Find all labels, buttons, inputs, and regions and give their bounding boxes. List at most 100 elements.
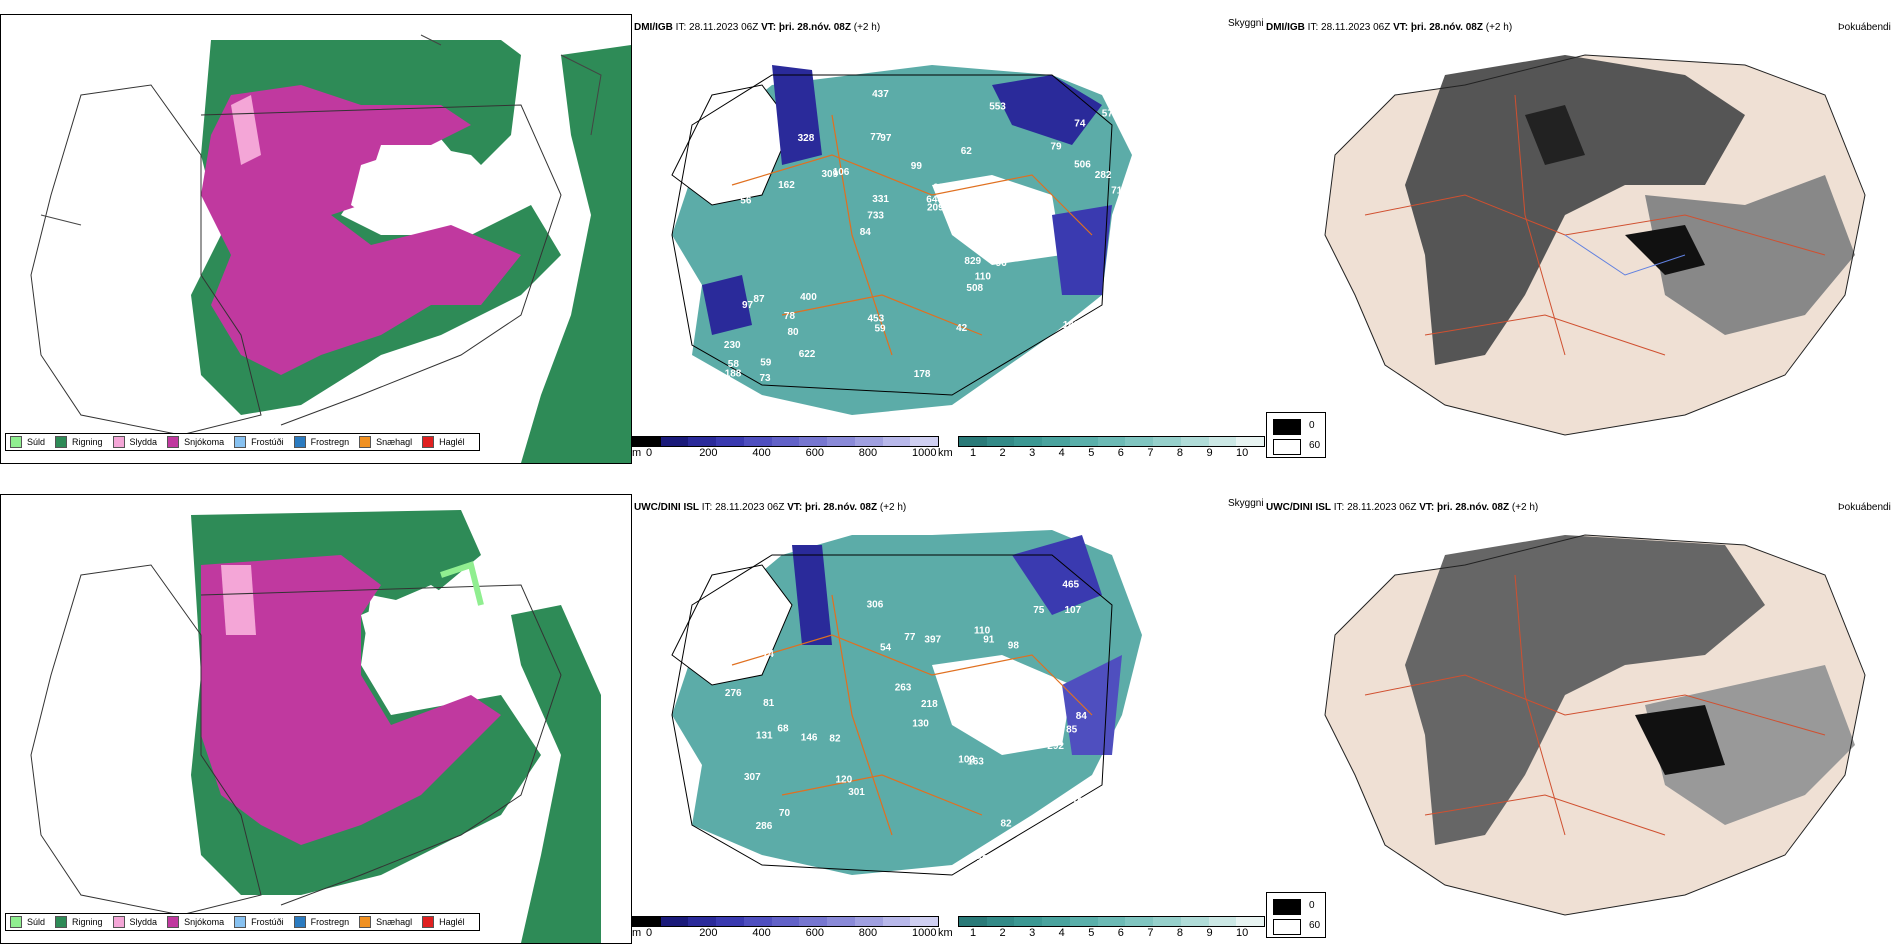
precip-legend: Súld Rigning Slydda Snjókoma Frostúði Fr… bbox=[5, 913, 480, 931]
visibility-value: 331 bbox=[872, 194, 889, 205]
visibility-value: 120 bbox=[836, 774, 853, 785]
visibility-value: 328 bbox=[798, 133, 815, 144]
legend-swatch bbox=[234, 916, 247, 928]
visibility-value: 96 bbox=[996, 258, 1008, 269]
visibility-value: 131 bbox=[756, 731, 773, 742]
visibility-value: 84 bbox=[1076, 711, 1088, 722]
visibility-value: 218 bbox=[921, 699, 938, 710]
colorbar-tick: 200 bbox=[699, 927, 718, 939]
colorbar-segment bbox=[1180, 917, 1209, 926]
colorbar-segment bbox=[1236, 917, 1265, 926]
colorbar-segment bbox=[771, 917, 800, 926]
colorbar-segment bbox=[633, 917, 661, 926]
colorbar-segment bbox=[688, 437, 717, 446]
fog-index-map bbox=[1265, 515, 1895, 945]
visibility-value: 63 bbox=[991, 254, 1003, 265]
colorbar-segment bbox=[1125, 917, 1154, 926]
legend-swatch bbox=[422, 916, 435, 928]
fog-legend: 0 60 bbox=[1266, 892, 1326, 938]
visibility-value: 508 bbox=[966, 283, 983, 294]
visibility-value: 107 bbox=[1065, 605, 1082, 616]
colorbar-tick: 7 bbox=[1147, 447, 1154, 459]
visibility-value: 193 bbox=[1072, 797, 1089, 808]
colorbar-tick: 400 bbox=[752, 927, 771, 939]
visibility-value: 54 bbox=[880, 643, 892, 654]
colorbar-tick: 8 bbox=[1176, 447, 1183, 459]
legend-swatch bbox=[112, 916, 125, 928]
vis-km-colorbar bbox=[958, 436, 1265, 447]
visibility-header: DMI/IGB IT: 28.11.2023 06Z VT: þri. 28.n… bbox=[634, 22, 881, 33]
row1: DMI/IGB IT: 28.11.2023 06Z VT: þri. 28.n… bbox=[0, 0, 1900, 470]
colorbar-tick: 1000 bbox=[912, 447, 937, 459]
legend-swatch bbox=[293, 916, 306, 928]
visibility-value: 646 bbox=[926, 194, 943, 205]
legend-swatch bbox=[10, 436, 22, 448]
fog-swatch-60 bbox=[1273, 439, 1301, 455]
colorbar-tick: 1000 bbox=[912, 927, 937, 939]
legend-swatch bbox=[422, 436, 435, 448]
colorbar-segment bbox=[716, 917, 744, 926]
vis-m-colorbar bbox=[632, 916, 939, 927]
legend-swatch bbox=[359, 916, 372, 928]
visibility-value: 59 bbox=[977, 854, 989, 865]
colorbar-segment bbox=[854, 917, 883, 926]
visibility-value: 282 bbox=[1095, 170, 1112, 181]
visibility-value: 397 bbox=[924, 634, 941, 645]
visibility-value: 719 bbox=[1111, 186, 1128, 197]
colorbar-segment bbox=[910, 437, 939, 446]
visibility-value: 99 bbox=[911, 161, 923, 172]
colorbar-segment bbox=[1042, 917, 1070, 926]
visibility-value: 209 bbox=[927, 203, 944, 214]
colorbar-tick: 800 bbox=[858, 927, 878, 939]
visibility-value: 437 bbox=[872, 89, 889, 100]
colorbar-segment bbox=[854, 437, 883, 446]
colorbar-segment bbox=[688, 917, 717, 926]
legend-item: Slydda bbox=[112, 916, 157, 928]
colorbar-segment bbox=[882, 917, 911, 926]
colorbar-tick: 9 bbox=[1206, 927, 1213, 939]
row2: UWC/DINI ISL IT: 28.11.2023 06Z VT: þri.… bbox=[0, 480, 1900, 950]
visibility-value: 263 bbox=[895, 682, 912, 693]
colorbar-segment bbox=[1153, 917, 1181, 926]
colorbar-segment bbox=[1042, 437, 1070, 446]
colorbar-segment bbox=[660, 437, 689, 446]
vis-km-unit: km bbox=[938, 447, 953, 459]
visibility-value: 146 bbox=[801, 733, 818, 744]
visibility-value: 453 bbox=[868, 314, 885, 325]
visibility-value: 162 bbox=[778, 180, 795, 191]
colorbar-tick: 4 bbox=[1058, 927, 1065, 939]
visibility-value: 829 bbox=[964, 256, 981, 267]
visibility-value: 276 bbox=[725, 688, 742, 699]
legend-swatch bbox=[167, 436, 180, 448]
legend-item: Haglél bbox=[422, 436, 465, 448]
visibility-value: 733 bbox=[867, 211, 884, 222]
visibility-value: 188 bbox=[725, 368, 742, 379]
visibility-value: 110 bbox=[974, 625, 991, 636]
visibility-value: 178 bbox=[914, 369, 931, 380]
visibility-value: 130 bbox=[912, 719, 929, 730]
fog-header: DMI/IGB IT: 28.11.2023 06Z VT: þri. 28.n… bbox=[1266, 22, 1513, 33]
fog-legend: 0 60 bbox=[1266, 412, 1326, 458]
legend-swatch bbox=[167, 916, 180, 928]
colorbar-segment bbox=[633, 437, 661, 446]
colorbar-tick: 10 bbox=[1236, 927, 1249, 939]
visibility-title: Skyggni bbox=[1228, 18, 1264, 29]
visibility-value: 97 bbox=[742, 300, 754, 311]
colorbar-tick: 7 bbox=[1147, 927, 1154, 939]
colorbar-tick: 200 bbox=[699, 447, 718, 459]
vis-m-colorbar bbox=[632, 436, 939, 447]
visibility-value: 301 bbox=[848, 787, 865, 798]
colorbar-segment bbox=[986, 917, 1015, 926]
fog-title: Þokuábendi bbox=[1838, 502, 1891, 513]
visibility-value: 75 bbox=[1033, 605, 1045, 616]
legend-item: Snjókoma bbox=[167, 436, 224, 448]
visibility-value: 79 bbox=[1051, 141, 1063, 152]
legend-item: Frostregn bbox=[293, 916, 349, 928]
visibility-value: 97 bbox=[880, 133, 892, 144]
visibility-value: 309 bbox=[822, 169, 839, 180]
visibility-value: 85 bbox=[1066, 724, 1078, 735]
visibility-value: 59 bbox=[875, 324, 887, 335]
vis-m-unit: m bbox=[632, 447, 642, 459]
visibility-header: UWC/DINI ISL IT: 28.11.2023 06Z VT: þri.… bbox=[634, 502, 907, 513]
visibility-value: 68 bbox=[777, 723, 789, 734]
